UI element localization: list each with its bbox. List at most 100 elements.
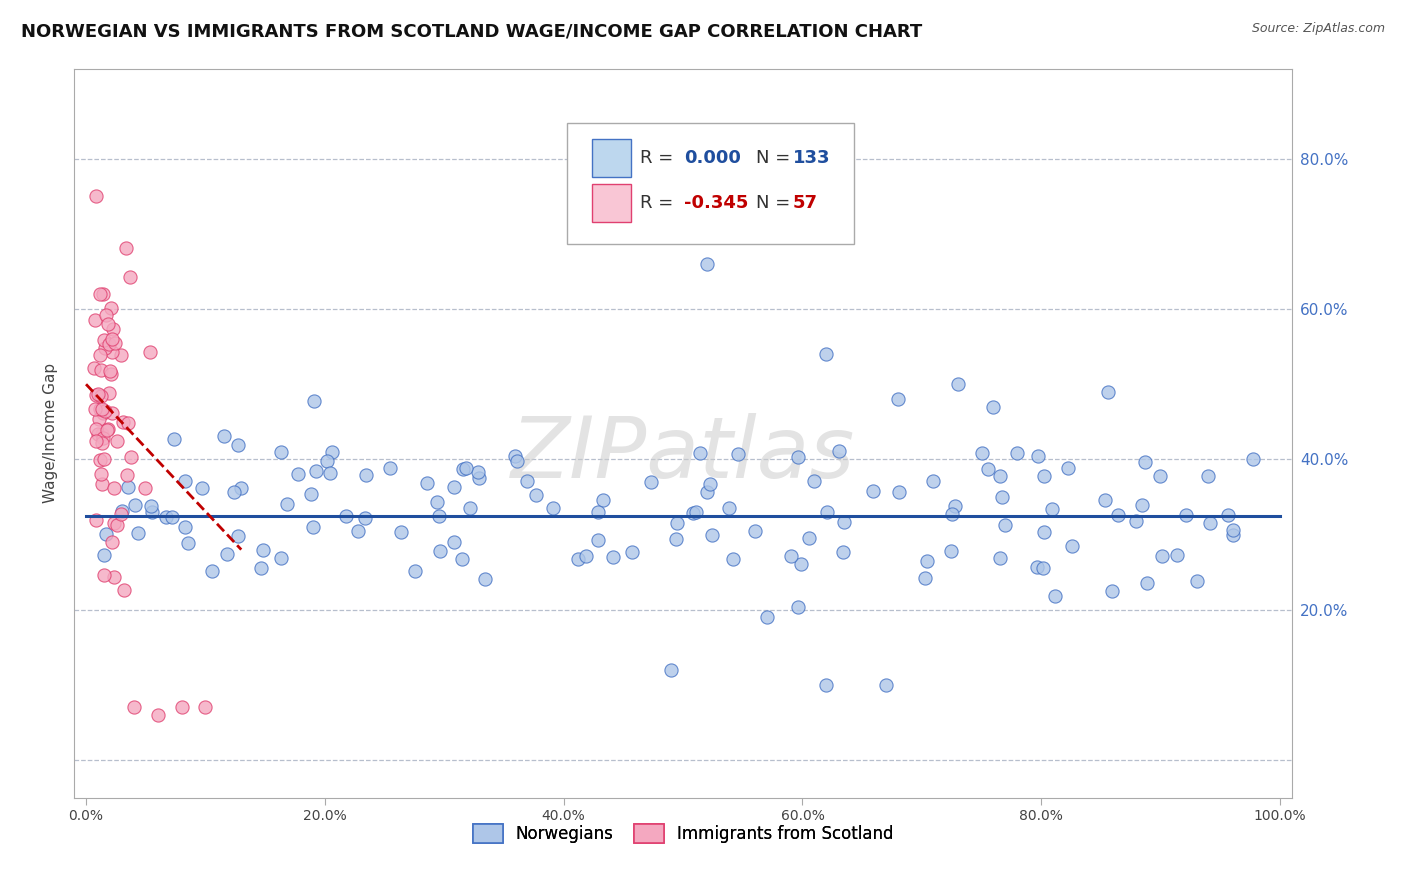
Point [91,436,114,450]
Point [946,377,969,392]
Point [450,552,472,566]
Point [134,481,156,495]
Point [1032,561,1054,575]
Point [354,467,377,482]
Point [101,406,124,420]
Point [104,335,127,350]
Point [458,501,481,516]
Point [103,516,125,530]
Point [87,426,110,441]
Point [103,570,125,584]
Point [1174,508,1197,522]
Point [301,520,323,534]
Point [335,508,357,523]
Point [524,488,547,502]
Point [139,499,162,513]
Point [250,560,273,574]
Point [1060,539,1083,553]
Point [1043,590,1066,604]
Point [103,481,125,495]
Point [194,700,217,714]
Point [700,528,723,542]
Text: R =: R = [640,194,673,212]
Point [451,461,474,475]
Point [87,387,110,401]
Point [287,467,309,482]
Point [91,287,114,301]
Point [90,467,112,481]
Point [1133,455,1156,469]
Point [797,531,820,545]
Point [1149,469,1171,483]
Point [790,557,813,571]
Point [990,469,1012,483]
Point [939,543,962,558]
Point [304,394,326,409]
Point [353,510,375,524]
Point [429,543,451,558]
Point [162,510,184,524]
Point [96,308,118,322]
Point [90,476,112,491]
Point [111,504,134,518]
Point [87,411,110,425]
Point [970,446,993,460]
Text: -0.345: -0.345 [685,194,748,212]
Point [91,401,114,416]
Point [1199,516,1222,531]
Point [914,570,936,584]
Point [101,321,124,335]
Point [276,497,298,511]
Point [541,500,564,515]
Point [1187,574,1209,588]
Text: N =: N = [756,194,790,212]
Point [405,564,427,578]
Point [96,423,118,437]
Point [696,257,718,271]
Point [112,582,135,597]
Point [229,481,252,495]
Point [91,405,114,419]
Point [110,348,132,362]
Point [110,507,132,521]
Point [117,417,139,431]
Legend: Norwegians, Immigrants from Scotland: Norwegians, Immigrants from Scotland [464,815,901,851]
Point [114,241,136,255]
Point [620,545,643,559]
Point [222,484,245,499]
Text: 133: 133 [793,149,830,167]
Point [91,426,114,441]
Point [105,434,128,449]
Point [921,474,943,488]
Point [84,189,107,203]
Point [887,484,910,499]
Point [721,551,744,566]
Point [755,610,778,624]
Point [117,480,139,494]
Point [270,551,292,566]
Point [1216,508,1239,523]
Point [1040,502,1063,516]
Point [101,535,124,549]
FancyBboxPatch shape [592,139,631,178]
Point [699,476,721,491]
Point [1028,449,1050,463]
Point [875,678,897,692]
Point [915,553,938,567]
Point [516,474,538,488]
Point [685,505,707,519]
Point [170,700,193,714]
Point [443,479,465,493]
Point [93,333,115,347]
Point [84,401,107,416]
Point [602,549,624,564]
Point [118,269,141,284]
Point [1101,584,1123,599]
Point [98,364,121,378]
Point [665,532,688,546]
Point [567,552,589,566]
Point [84,313,107,327]
Text: 57: 57 [793,194,818,212]
Point [173,519,195,533]
Point [89,348,111,362]
